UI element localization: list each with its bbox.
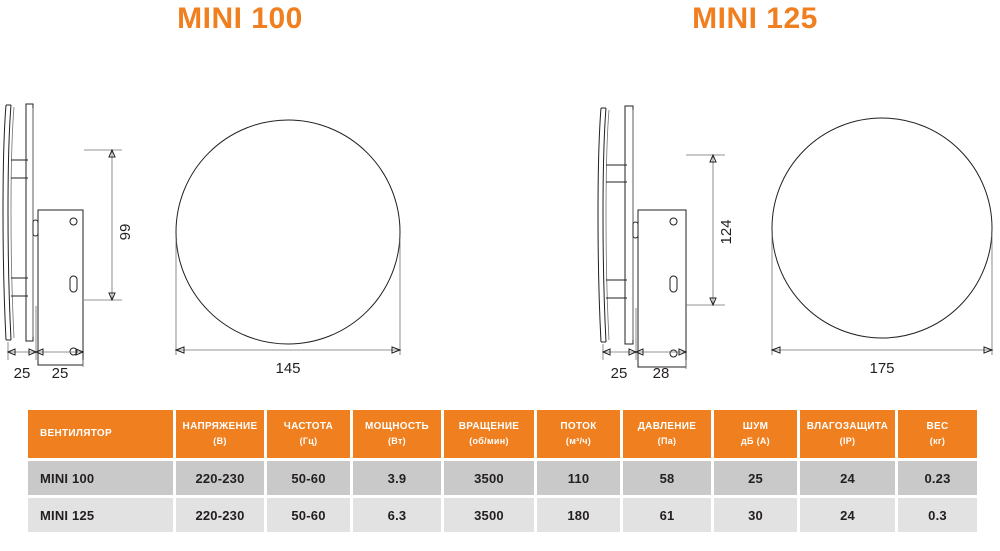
column-header-rotation: ВРАЩЕНИЕ (об/мин) <box>444 410 534 458</box>
cell-power: 6.3 <box>353 498 441 532</box>
cell-weight: 0.23 <box>898 461 977 495</box>
mini-125-depth-2-label: 28 <box>653 365 670 382</box>
column-header-ip: ВЛАГОЗАЩИТА (IP) <box>800 410 895 458</box>
column-header-noise-unit: дБ (А) <box>741 435 770 446</box>
column-header-fan: ВЕНТИЛЯТОР <box>28 410 173 458</box>
cell-power: 3.9 <box>353 461 441 495</box>
column-header-noise: ШУМ дБ (А) <box>714 410 797 458</box>
column-header-noise-label: ШУМ <box>742 421 769 433</box>
column-header-pressure-label: ДАВЛЕНИЕ <box>637 421 697 433</box>
mini-100-height-label: 99 <box>117 224 134 241</box>
column-header-pressure: ДАВЛЕНИЕ (Па) <box>623 410 711 458</box>
mini-100-side-view: 99 25 25 <box>2 103 134 382</box>
table-row: MINI 100 220-230 50-60 3.9 3500 110 58 2… <box>28 461 977 495</box>
column-header-weight-unit: (кг) <box>929 435 946 446</box>
mini-125-height-label: 124 <box>718 219 735 244</box>
cell-voltage: 220-230 <box>176 498 264 532</box>
technical-drawings: 99 25 25 <box>0 60 1000 390</box>
cell-noise: 30 <box>714 498 797 532</box>
cell-pressure: 61 <box>623 498 711 532</box>
column-header-fan-label: ВЕНТИЛЯТОР <box>40 427 112 439</box>
column-header-ip-label: ВЛАГОЗАЩИТА <box>806 421 889 433</box>
column-header-voltage: НАПРЯЖЕНИЕ (В) <box>176 410 264 458</box>
cell-weight: 0.3 <box>898 498 977 532</box>
cell-flow: 110 <box>537 461 620 495</box>
cell-rotation: 3500 <box>444 461 534 495</box>
product-title-mini-100: MINI 100 <box>177 2 303 35</box>
mini-125-side-view: 124 25 28 <box>597 105 735 382</box>
table-header-row: ВЕНТИЛЯТОР НАПРЯЖЕНИЕ (В) ЧАСТОТА (Гц) М… <box>28 410 977 458</box>
column-header-rotation-unit: (об/мин) <box>469 435 509 446</box>
cell-pressure: 58 <box>623 461 711 495</box>
column-header-flow: ПОТОК (м³/ч) <box>537 410 620 458</box>
cell-voltage: 220-230 <box>176 461 264 495</box>
cell-model: MINI 125 <box>28 498 173 532</box>
column-header-rotation-label: ВРАЩЕНИЕ <box>458 421 520 433</box>
mini-100-diameter-label: 145 <box>275 360 300 377</box>
column-header-power-unit: (Вт) <box>388 435 406 446</box>
mini-100-front-view: 145 <box>174 119 402 377</box>
cell-frequency: 50-60 <box>267 461 350 495</box>
column-header-flow-unit: (м³/ч) <box>565 435 592 446</box>
column-header-frequency: ЧАСТОТА (Гц) <box>267 410 350 458</box>
column-header-frequency-unit: (Гц) <box>299 435 318 446</box>
column-header-power-label: МОЩНОСТЬ <box>365 421 429 433</box>
column-header-voltage-label: НАПРЯЖЕНИЕ <box>182 421 258 433</box>
column-header-voltage-unit: (В) <box>213 435 227 446</box>
mini-125-diameter-label: 175 <box>869 360 894 377</box>
column-header-frequency-label: ЧАСТОТА <box>283 421 334 433</box>
column-header-flow-label: ПОТОК <box>560 421 597 433</box>
cell-rotation: 3500 <box>444 498 534 532</box>
column-header-weight: ВЕС (кг) <box>898 410 977 458</box>
product-title-mini-125: MINI 125 <box>692 2 818 35</box>
cell-frequency: 50-60 <box>267 498 350 532</box>
cell-ip: 24 <box>800 498 895 532</box>
column-header-pressure-unit: (Па) <box>657 435 677 446</box>
cell-noise: 25 <box>714 461 797 495</box>
mini-100-depth-1-label: 25 <box>14 365 31 382</box>
column-header-ip-unit: (IP) <box>839 435 856 446</box>
column-header-power: МОЩНОСТЬ (Вт) <box>353 410 441 458</box>
table-row: MINI 125 220-230 50-60 6.3 3500 180 61 3… <box>28 498 977 532</box>
cell-model: MINI 100 <box>28 461 173 495</box>
mini-125-front-view: 175 <box>770 117 994 377</box>
cell-flow: 180 <box>537 498 620 532</box>
drawings-svg: 99 25 25 <box>2 103 994 382</box>
mini-100-depth-2-label: 25 <box>52 365 69 382</box>
column-header-weight-label: ВЕС <box>926 421 949 433</box>
mini-125-depth-1-label: 25 <box>611 365 628 382</box>
cell-ip: 24 <box>800 461 895 495</box>
specifications-table: ВЕНТИЛЯТОР НАПРЯЖЕНИЕ (В) ЧАСТОТА (Гц) М… <box>25 407 980 535</box>
